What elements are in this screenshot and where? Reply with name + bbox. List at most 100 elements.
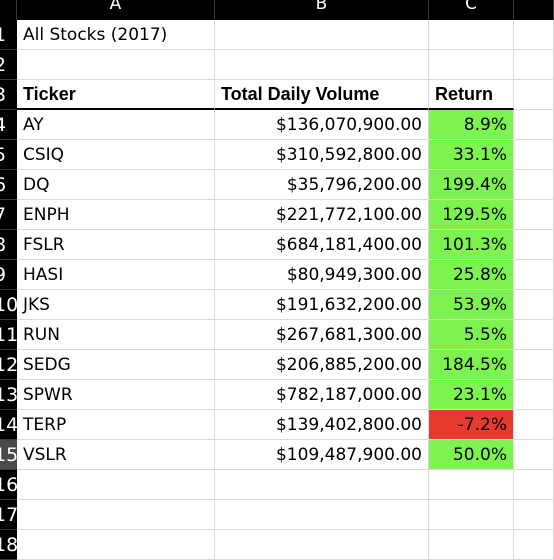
row-header-1[interactable]: 1: [0, 20, 17, 50]
cell-b12[interactable]: $206,885,200.00: [215, 350, 429, 380]
select-all-corner[interactable]: [0, 0, 17, 20]
column-header-b[interactable]: B: [215, 0, 429, 20]
cell-a18[interactable]: [17, 530, 215, 560]
cell-c4[interactable]: 8.9%: [429, 110, 514, 140]
cell-a14[interactable]: TERP: [17, 410, 215, 440]
cell-c18[interactable]: [429, 530, 514, 560]
cell-d1[interactable]: [514, 20, 554, 50]
row-header-5[interactable]: 5: [0, 140, 17, 170]
cell-c6[interactable]: 199.4%: [429, 170, 514, 200]
cell-d4[interactable]: [514, 110, 554, 140]
cell-d17[interactable]: [514, 500, 554, 530]
cell-a15[interactable]: VSLR: [17, 440, 215, 470]
cell-c10[interactable]: 53.9%: [429, 290, 514, 320]
volume-cell: $310,592,800.00: [275, 144, 422, 165]
row-header-11[interactable]: 11: [0, 320, 17, 350]
cell-a8[interactable]: FSLR: [17, 230, 215, 260]
cell-b7[interactable]: $221,772,100.00: [215, 200, 429, 230]
column-header-d[interactable]: [514, 0, 554, 20]
cell-c11[interactable]: 5.5%: [429, 320, 514, 350]
cell-b13[interactable]: $782,187,000.00: [215, 380, 429, 410]
cell-a3[interactable]: Ticker: [17, 80, 215, 110]
row-header-13[interactable]: 13: [0, 380, 17, 410]
cell-d3[interactable]: [514, 80, 554, 110]
cell-b5[interactable]: $310,592,800.00: [215, 140, 429, 170]
cell-a2[interactable]: [17, 50, 215, 80]
cell-b2[interactable]: [215, 50, 429, 80]
ticker-cell: CSIQ: [23, 144, 65, 165]
cell-c7[interactable]: 129.5%: [429, 200, 514, 230]
cell-c13[interactable]: 23.1%: [429, 380, 514, 410]
cell-b3[interactable]: Total Daily Volume: [215, 80, 429, 110]
cell-a16[interactable]: [17, 470, 215, 500]
cell-d14[interactable]: [514, 410, 554, 440]
cell-c14[interactable]: -7.2%: [429, 410, 514, 440]
ticker-cell: FSLR: [23, 234, 65, 255]
cell-b1[interactable]: [215, 20, 429, 50]
cell-b9[interactable]: $80,949,300.00: [215, 260, 429, 290]
row-header-17[interactable]: 17: [0, 500, 17, 530]
cell-d7[interactable]: [514, 200, 554, 230]
cell-a17[interactable]: [17, 500, 215, 530]
cell-d15[interactable]: [514, 440, 554, 470]
cell-c15[interactable]: 50.0%: [429, 440, 514, 470]
cell-c16[interactable]: [429, 470, 514, 500]
cell-d5[interactable]: [514, 140, 554, 170]
column-header-a[interactable]: A: [17, 0, 215, 20]
cell-d13[interactable]: [514, 380, 554, 410]
cell-b11[interactable]: $267,681,300.00: [215, 320, 429, 350]
cell-d12[interactable]: [514, 350, 554, 380]
cell-d9[interactable]: [514, 260, 554, 290]
row-header-2[interactable]: 2: [0, 50, 17, 80]
cell-a13[interactable]: SPWR: [17, 380, 215, 410]
row-header-15[interactable]: 15: [0, 440, 17, 470]
cell-b17[interactable]: [215, 500, 429, 530]
cell-b10[interactable]: $191,632,200.00: [215, 290, 429, 320]
cell-a4[interactable]: AY: [17, 110, 215, 140]
cell-d11[interactable]: [514, 320, 554, 350]
cell-d2[interactable]: [514, 50, 554, 80]
cell-c1[interactable]: [429, 20, 514, 50]
volume-cell: $206,885,200.00: [275, 354, 422, 375]
cell-b6[interactable]: $35,796,200.00: [215, 170, 429, 200]
cell-d16[interactable]: [514, 470, 554, 500]
row-header-3[interactable]: 3: [0, 80, 17, 110]
row-header-7[interactable]: 7: [0, 200, 17, 230]
cell-d18[interactable]: [514, 530, 554, 560]
row-header-8[interactable]: 8: [0, 230, 17, 260]
cell-c8[interactable]: 101.3%: [429, 230, 514, 260]
cell-b18[interactable]: [215, 530, 429, 560]
row-header-10[interactable]: 10: [0, 290, 17, 320]
row-header-4[interactable]: 4: [0, 110, 17, 140]
row-header-12[interactable]: 12: [0, 350, 17, 380]
cell-d6[interactable]: [514, 170, 554, 200]
cell-c5[interactable]: 33.1%: [429, 140, 514, 170]
row-header-14[interactable]: 14: [0, 410, 17, 440]
cell-b4[interactable]: $136,070,900.00: [215, 110, 429, 140]
cell-b8[interactable]: $684,181,400.00: [215, 230, 429, 260]
cell-b16[interactable]: [215, 470, 429, 500]
cell-c12[interactable]: 184.5%: [429, 350, 514, 380]
cell-c2[interactable]: [429, 50, 514, 80]
row-header-9[interactable]: 9: [0, 260, 17, 290]
row-header-18[interactable]: 18: [0, 530, 17, 560]
row-header-16[interactable]: 16: [0, 470, 17, 500]
cell-b14[interactable]: $139,402,800.00: [215, 410, 429, 440]
cell-a10[interactable]: JKS: [17, 290, 215, 320]
cell-d10[interactable]: [514, 290, 554, 320]
cell-a9[interactable]: HASI: [17, 260, 215, 290]
cell-a11[interactable]: RUN: [17, 320, 215, 350]
cell-c3[interactable]: Return: [429, 80, 514, 110]
cell-a5[interactable]: CSIQ: [17, 140, 215, 170]
cell-a6[interactable]: DQ: [17, 170, 215, 200]
cell-c9[interactable]: 25.8%: [429, 260, 514, 290]
cell-a1[interactable]: All Stocks (2017): [17, 20, 215, 50]
cell-a12[interactable]: SEDG: [17, 350, 215, 380]
cell-c17[interactable]: [429, 500, 514, 530]
row-header-6[interactable]: 6: [0, 170, 17, 200]
cell-b15[interactable]: $109,487,900.00: [215, 440, 429, 470]
cell-a7[interactable]: ENPH: [17, 200, 215, 230]
column-header-c[interactable]: C: [429, 0, 514, 20]
cell-d8[interactable]: [514, 230, 554, 260]
volume-header: Total Daily Volume: [221, 83, 380, 104]
